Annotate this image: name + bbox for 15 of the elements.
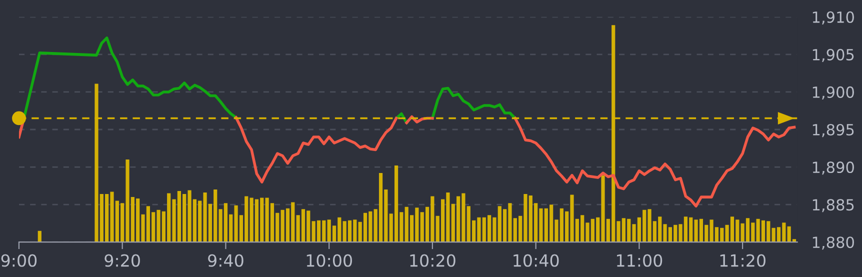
x-tick-label: 9:00 <box>1 254 37 267</box>
x-tick-label: 9:20 <box>104 254 140 267</box>
x-tick-label: 9:40 <box>208 254 244 267</box>
y-tick-label: 1,900 <box>812 86 854 100</box>
y-tick-label: 1,880 <box>812 236 854 250</box>
y-tick-label: 1,885 <box>812 199 854 212</box>
x-tick-label: 10:20 <box>410 254 456 267</box>
x-tick-label: 10:00 <box>306 254 352 267</box>
x-tick-label: 11:00 <box>617 254 662 267</box>
y-tick-label: 1,890 <box>812 161 854 175</box>
y-tick-label: 1,910 <box>812 11 854 24</box>
y-tick-label: 1,905 <box>812 48 854 62</box>
x-tick-label: 10:40 <box>514 254 559 267</box>
y-tick-label: 1,895 <box>812 124 854 138</box>
x-tick-label: 11:20 <box>720 254 766 267</box>
